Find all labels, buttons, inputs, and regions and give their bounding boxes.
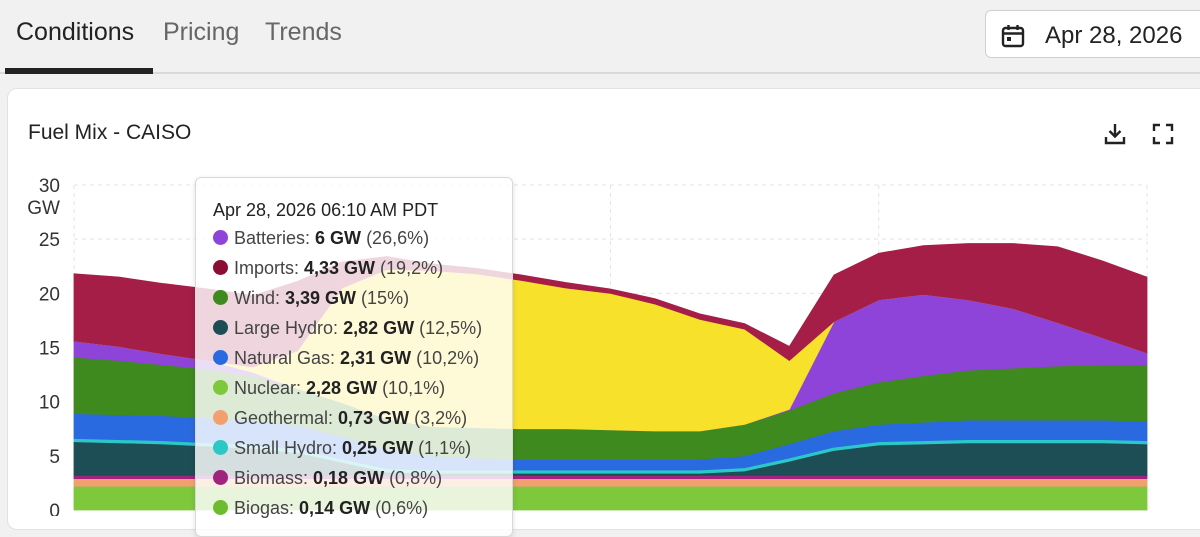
legend-dot-icon: [213, 230, 228, 245]
legend-dot-icon: [213, 440, 228, 455]
chart-tooltip: Apr 28, 2026 06:10 AM PDT Batteries: 6 G…: [195, 177, 513, 537]
legend-dot-icon: [213, 320, 228, 335]
tooltip-percent: (10,1%): [377, 378, 446, 398]
y-tick-label: 15: [39, 339, 60, 360]
tooltip-value: 0,73 GW: [338, 408, 410, 428]
legend-dot-icon: [213, 290, 228, 305]
tooltip-row: Wind: 3,39 GW (15%): [213, 288, 409, 312]
tooltip-label: Geothermal:: [234, 408, 339, 428]
legend-dot-icon: [213, 380, 228, 395]
tooltip-label: Biogas:: [234, 498, 300, 518]
y-tick-label: 20: [39, 284, 60, 305]
tooltip-value: 4,33 GW: [304, 258, 376, 278]
tooltip-value: 2,82 GW: [343, 318, 415, 338]
legend-dot-icon: [213, 500, 228, 515]
tab-conditions[interactable]: Conditions: [16, 18, 135, 46]
tooltip-percent: (0,6%): [370, 498, 429, 518]
tooltip-label: Nuclear:: [234, 378, 307, 398]
tooltip-percent: (0,8%): [384, 468, 443, 488]
tooltip-value: 0,25 GW: [342, 438, 414, 458]
tooltip-label: Batteries:: [234, 228, 316, 248]
tooltip-value: 0,18 GW: [313, 468, 385, 488]
y-tick-label: 10: [39, 393, 60, 414]
download-icon[interactable]: [1102, 121, 1128, 147]
tooltip-percent: (3,2%): [409, 408, 468, 428]
tooltip-label: Biomass:: [234, 468, 314, 488]
tooltip-value: 3,39 GW: [285, 288, 357, 308]
tooltip-row: Batteries: 6 GW (26,6%): [213, 228, 429, 252]
legend-dot-icon: [213, 350, 228, 365]
y-tick-label: 25: [39, 230, 60, 251]
tooltip-value: 2,28 GW: [306, 378, 378, 398]
tab-divider: [0, 72, 1200, 74]
tooltip-value: 0,14 GW: [299, 498, 371, 518]
tooltip-label: Natural Gas:: [234, 348, 341, 368]
tooltip-percent: (19,2%): [375, 258, 444, 278]
tooltip-row: Biogas: 0,14 GW (0,6%): [213, 498, 428, 522]
tooltip-percent: (12,5%): [414, 318, 483, 338]
tooltip-row: Geothermal: 0,73 GW (3,2%): [213, 408, 467, 432]
tooltip-label: Large Hydro:: [234, 318, 344, 338]
tooltip-value: 2,31 GW: [340, 348, 412, 368]
tooltip-row: Natural Gas: 2,31 GW (10,2%): [213, 348, 479, 372]
tooltip-label: Imports:: [234, 258, 305, 278]
tooltip-row: Small Hydro: 0,25 GW (1,1%): [213, 438, 471, 462]
y-tick-label: 5: [49, 447, 60, 468]
legend-dot-icon: [213, 260, 228, 275]
tooltip-percent: (26,6%): [361, 228, 430, 248]
date-value: Apr 28, 2026: [1045, 22, 1183, 49]
tab-trends[interactable]: Trends: [265, 18, 342, 46]
y-tick-label: 30: [39, 176, 60, 197]
y-tick-label: 0: [49, 501, 60, 516]
tooltip-value: 6 GW: [315, 228, 362, 248]
y-axis-unit: GW: [27, 198, 60, 219]
calendar-icon: [1000, 23, 1026, 54]
tab-pricing[interactable]: Pricing: [163, 18, 240, 46]
tooltip-row: Imports: 4,33 GW (19,2%): [213, 258, 443, 282]
legend-dot-icon: [213, 470, 228, 485]
chart-title: Fuel Mix - CAISO: [28, 121, 192, 144]
fullscreen-icon[interactable]: [1150, 121, 1176, 147]
tab-bar: Conditions Pricing Trends: [0, 0, 1200, 74]
date-picker[interactable]: Apr 28, 2026: [985, 10, 1200, 58]
active-tab-indicator: [5, 68, 153, 74]
tooltip-title: Apr 28, 2026 06:10 AM PDT: [213, 200, 439, 220]
tooltip-percent: (1,1%): [413, 438, 472, 458]
tooltip-label: Small Hydro:: [234, 438, 343, 458]
legend-dot-icon: [213, 410, 228, 425]
tooltip-row: Large Hydro: 2,82 GW (12,5%): [213, 318, 482, 342]
tooltip-percent: (15%): [356, 288, 410, 308]
tooltip-row: Biomass: 0,18 GW (0,8%): [213, 468, 442, 492]
tooltip-row: Nuclear: 2,28 GW (10,1%): [213, 378, 445, 402]
tooltip-label: Wind:: [234, 288, 286, 308]
tooltip-percent: (10,2%): [411, 348, 480, 368]
